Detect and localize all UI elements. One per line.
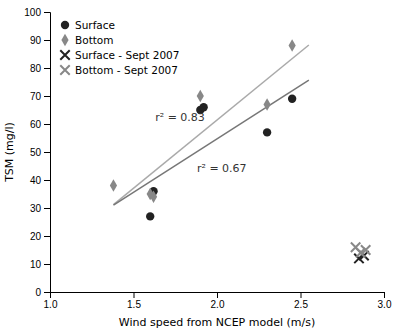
tick-label: 20 <box>30 231 42 242</box>
tick-label: 30 <box>30 203 42 214</box>
tick-mark <box>44 96 50 97</box>
tick-mark <box>44 292 50 293</box>
legend-symbol <box>60 50 69 59</box>
legend-entry: Bottom <box>61 34 113 47</box>
y-axis-line <box>44 13 51 293</box>
tick: 80 <box>30 63 50 74</box>
legend-entry: Bottom - Sept 2007 <box>60 64 178 76</box>
x-axis-line <box>51 293 385 299</box>
annotation: r² = 0.83 <box>155 111 205 124</box>
point <box>263 98 270 110</box>
tick-mark <box>44 12 50 13</box>
tick-label: 2.5 <box>294 299 308 310</box>
tick-label: 1.0 <box>44 299 58 310</box>
tick: 1.5 <box>127 292 141 310</box>
y-axis-title: TSM (mg/l) <box>3 122 16 183</box>
annotations: r² = 0.83 r² = 0.67 <box>155 111 246 174</box>
legend-label: Surface <box>75 19 115 31</box>
point <box>361 245 370 254</box>
tick: 40 <box>30 175 50 186</box>
chart: 1.0 1.5 2.0 2.5 3.0 0 10 20 30 40 50 60 70 80 90 100 r² … <box>0 0 400 334</box>
tick: 70 <box>30 91 50 102</box>
legend-entry: Surface <box>61 19 115 31</box>
tick-mark <box>384 292 385 298</box>
tick-label: 0 <box>35 287 41 298</box>
legend-label: Surface - Sept 2007 <box>75 49 179 61</box>
tick-label: 50 <box>30 147 42 158</box>
point <box>110 179 117 191</box>
tick-mark <box>44 236 50 237</box>
tick: 100 <box>24 7 50 18</box>
regression-line <box>113 80 308 205</box>
tick-mark <box>44 208 50 209</box>
tick-label: 100 <box>24 7 41 18</box>
tick-label: 90 <box>30 35 42 46</box>
legend-symbol <box>61 34 68 46</box>
tick-mark <box>44 124 50 125</box>
point <box>150 191 157 203</box>
tick: 0 <box>35 287 50 298</box>
annotation: r² = 0.67 <box>197 162 247 175</box>
tick-mark <box>44 152 50 153</box>
tick: 50 <box>30 147 50 158</box>
plot: 1.0 1.5 2.0 2.5 3.0 0 10 20 30 40 50 60 70 80 90 100 r² … <box>24 7 392 310</box>
point <box>288 95 296 103</box>
tick-mark <box>134 292 135 298</box>
tick: 2.0 <box>211 292 225 310</box>
point <box>199 103 207 111</box>
tick: 60 <box>30 119 50 130</box>
tick-label: 1.5 <box>127 299 141 310</box>
point <box>263 128 271 136</box>
tick: 90 <box>30 35 50 46</box>
point <box>197 90 204 102</box>
legend-label: Bottom <box>75 34 114 46</box>
y-axis: 0 10 20 30 40 50 60 70 80 90 100 <box>24 7 50 298</box>
tick-label: 70 <box>30 91 42 102</box>
tick-mark <box>301 292 302 298</box>
tick-label: 2.0 <box>211 299 225 310</box>
tick-label: 60 <box>30 119 42 130</box>
x-axis-title: Wind speed from NCEP model (m/s) <box>119 316 315 329</box>
tick-label: 40 <box>30 175 42 186</box>
point <box>289 39 296 51</box>
tick: 2.5 <box>294 292 308 310</box>
legend-label: Bottom - Sept 2007 <box>75 64 178 76</box>
tick: 3.0 <box>378 292 392 310</box>
point <box>146 212 154 220</box>
tick-mark <box>44 180 50 181</box>
tick-mark <box>44 264 50 265</box>
tick: 20 <box>30 231 50 242</box>
legend: Surface Bottom Surface - Sept 2007 Bottom -… <box>60 19 179 76</box>
tick: 1.0 <box>44 292 58 310</box>
tick-label: 10 <box>30 259 42 270</box>
tick-mark <box>44 68 50 69</box>
tick-mark <box>217 292 218 298</box>
legend-entry: Surface - Sept 2007 <box>60 49 179 61</box>
legend-symbol <box>60 65 69 74</box>
tick-label: 80 <box>30 63 42 74</box>
tick: 10 <box>30 259 50 270</box>
legend-symbol <box>61 21 69 29</box>
tick-label: 3.0 <box>378 299 392 310</box>
tick: 30 <box>30 203 50 214</box>
tick-mark <box>44 40 50 41</box>
x-axis: 1.0 1.5 2.0 2.5 3.0 <box>44 292 392 310</box>
